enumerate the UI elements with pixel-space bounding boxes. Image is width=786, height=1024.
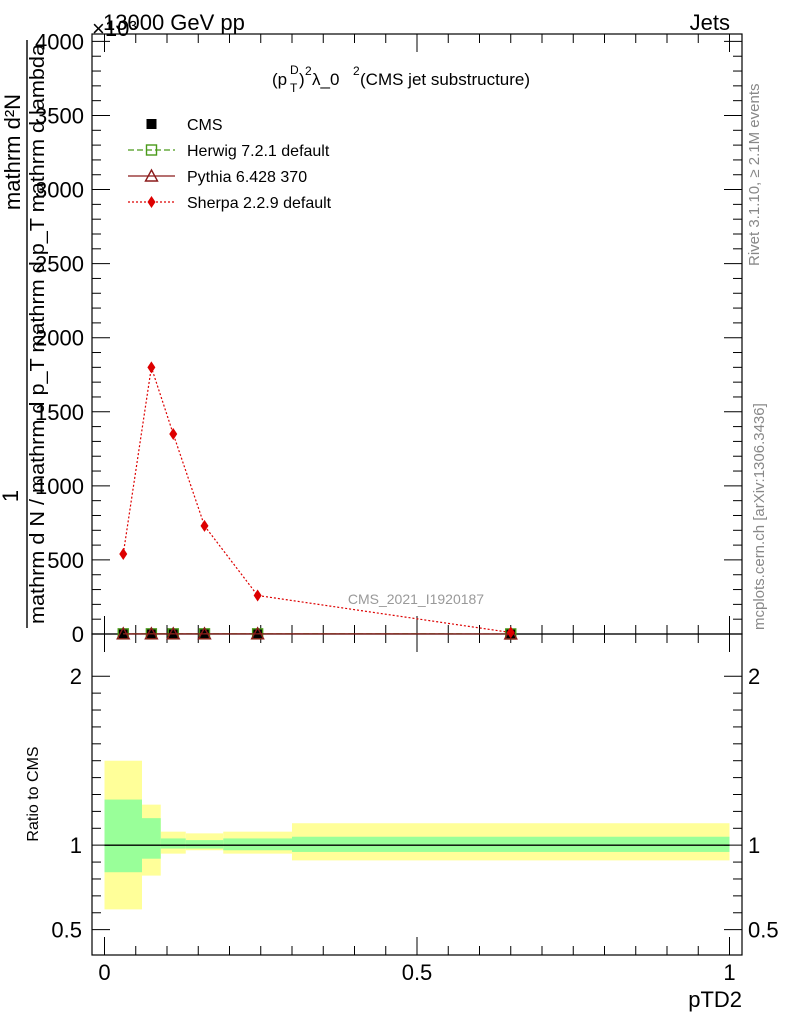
main-ytick-label-2: 1000 [35,474,84,499]
series-3-point-1 [147,361,156,374]
main-ytick-label-4: 2000 [35,326,84,351]
main-ytick-label-1: 500 [47,548,84,573]
title-p: (p [272,70,287,89]
stat-band-5 [292,836,730,852]
stat-band-3 [185,840,224,849]
series-2-point-3 [197,626,212,640]
series-3-point-3 [200,519,209,532]
title-sup-2b: 2 [353,64,360,78]
ylabel-prefix: 1 [0,490,23,502]
exponent-label: ×10³ [92,16,137,41]
ratio-frame [91,633,743,956]
ratio-bands [104,760,730,910]
series-3 [119,361,515,639]
title-sup-D: D [290,63,299,77]
series-line-3 [122,367,511,634]
main-axes: 0 500 1000 1500 2000 2500 3000 3500 4000 [35,29,743,647]
analysis-watermark: CMS_2021_I1920187 [348,591,484,607]
legend-label-2: Pythia 6.428 370 [187,169,307,186]
legend: CMS Herwig 7.2.1 default Pythia 6.428 370 S… [128,117,332,212]
series-2-point-4 [250,626,265,640]
process-label: 13000 GeV pp [103,10,245,35]
stat-band-4 [223,838,292,851]
ratio-ytick-label-right-0: 0.5 [748,918,779,943]
ratio-axes: 0.5 0.5 1 1 2 2 0 0.5 1 [51,633,779,985]
legend-label-0: CMS [187,117,223,134]
ylabel-denominator: mathrm d N / mathrm d p_T mathrm d p_T m… [27,43,49,624]
main-ytick-label-6: 3000 [35,178,84,203]
series-2-point-0 [116,626,131,640]
series-3-point-0 [119,548,128,560]
legend-marker-2 [144,168,159,182]
main-ylabel: 1 mathrm d²N mathrm d N / mathrm d p_T m… [0,40,49,628]
x-tick-label-0: 0 [98,960,110,985]
main-ytick-label-8: 4000 [35,29,84,54]
series-2-point-1 [144,626,159,640]
main-ytick-label-3: 1500 [35,400,84,425]
title-sub-T: T [290,81,298,95]
x-tick-label-1: 0.5 [402,960,433,985]
title-sup-2a: 2 [305,64,312,78]
legend-label-3: Sherpa 2.2.9 default [187,195,332,212]
x-tick-label-2: 1 [723,960,735,985]
title-rest: (CMS jet substructure) [360,70,530,89]
x-axis-label: pTD2 [688,987,742,1012]
stat-band-1 [142,818,161,859]
series-2-point-2 [166,626,181,640]
rivet-label: Rivet 3.1.10, ≥ 2.1M events [746,84,763,267]
series-layer [116,361,518,640]
series-3-point-4 [253,589,262,602]
title-close: ) [299,70,305,89]
mcplots-label: mcplots.cern.ch [arXiv:1306.3436] [751,403,768,630]
legend-marker-3 [147,196,156,208]
legend-label-1: Herwig 7.2.1 default [187,143,330,160]
ratio-ytick-label-right-2: 2 [748,664,760,689]
series-3-point-5 [506,626,515,639]
ratio-ytick-label-0: 0.5 [51,918,82,943]
ratio-ytick-label-right-1: 1 [748,833,760,858]
title-lambda: λ_0 [312,70,339,89]
ratio-ytick-label-1: 1 [70,833,82,858]
stat-band-0 [104,799,142,873]
legend-marker-1 [145,144,158,156]
main-ytick-label-5: 2500 [35,252,84,277]
ratio-ytick-label-2: 2 [70,664,82,689]
stat-band-2 [160,838,186,849]
series-3-point-2 [169,428,178,440]
main-ytick-label-7: 3500 [35,103,84,128]
jets-label: Jets [690,10,730,35]
legend-marker-0 [146,119,157,129]
chart-title: (p T D ) 2 λ_0 2 (CMS jet substructure) [272,63,530,95]
main-ytick-label-0: 0 [72,622,84,647]
ylabel-numerator: mathrm d²N [0,94,25,210]
ratio-ylabel: Ratio to CMS [25,746,42,841]
